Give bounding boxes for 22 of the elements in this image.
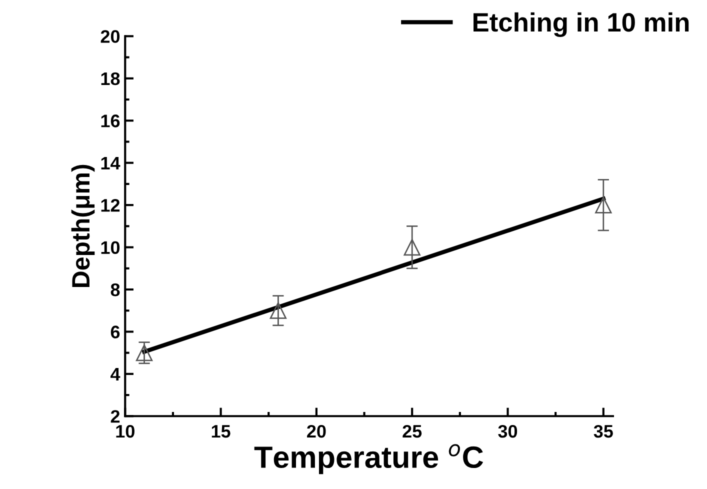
y-tick-label: 12 bbox=[101, 198, 120, 212]
x-tick-label: 15 bbox=[212, 425, 230, 438]
y-tick-label: 8 bbox=[110, 283, 120, 296]
x-tick-label: 25 bbox=[402, 424, 422, 438]
y-tick-label: 16 bbox=[101, 114, 120, 128]
x-axis-title: Temperature $^{o}$C bbox=[254, 444, 484, 474]
y-tick-label: 20 bbox=[100, 30, 120, 43]
point bbox=[270, 302, 287, 319]
y-tick-label: 6 bbox=[110, 326, 120, 338]
point bbox=[404, 238, 420, 256]
legend-label: Etching in 10 min bbox=[474, 12, 689, 38]
y-tick-label: 4 bbox=[110, 368, 120, 380]
x-tick-label: 20 bbox=[307, 424, 326, 438]
y-tick-label: 14 bbox=[101, 156, 120, 170]
point bbox=[595, 196, 612, 214]
point bbox=[136, 344, 153, 362]
y-axis-title: Depth(μm) bbox=[71, 164, 95, 287]
y-tick-label: 18 bbox=[101, 72, 120, 86]
y-tick-label: 2 bbox=[110, 410, 120, 423]
x-tick-label: 30 bbox=[498, 424, 518, 438]
x-tick-label: 35 bbox=[594, 424, 613, 438]
y-tick-label: 10 bbox=[101, 241, 120, 254]
